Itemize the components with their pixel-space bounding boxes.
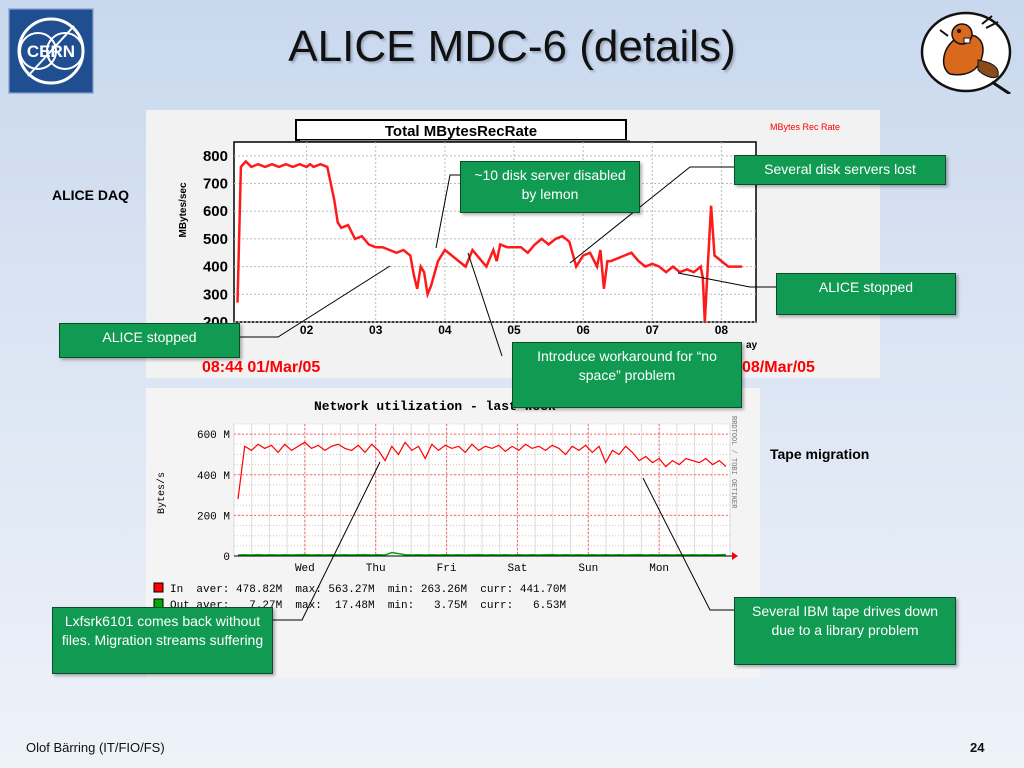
chart2-xtick-label: Thu [366, 563, 386, 575]
chart1-ytick-label: 300 [203, 286, 228, 303]
footer-author: Olof Bärring (IT/FIO/FS) [26, 740, 165, 755]
chart2-legend-entry: In aver: 478.82M max: 563.27M min: 263.2… [170, 584, 566, 596]
chart1-xtick-label: 08 [715, 323, 729, 337]
cern-logo: CERN [6, 6, 96, 96]
chart2-ylabel: Bytes/s [156, 472, 168, 514]
chart1-ytick-label: 400 [203, 259, 228, 276]
chart1-title: Total MBytesRecRate [385, 123, 537, 140]
tape-migration-label: Tape migration [770, 446, 870, 462]
chart2-legend-swatch [153, 582, 164, 593]
chart1-ytick-label: 700 [203, 176, 228, 193]
chart2-xtick-label: Fri [437, 563, 457, 575]
chart1-ytick-label: 500 [203, 231, 228, 248]
mbytes-rec-rate-chart: Total MBytesRecRate MBytes Rec Rate MByt… [146, 110, 880, 378]
chart1-ylabel: MBytes/sec [178, 182, 189, 237]
chart1-xtick-label: 02 [300, 323, 314, 337]
chart1-xtick-label: 03 [369, 323, 383, 337]
chart1-ytick-label: 800 [203, 148, 228, 165]
callout-alice-stopped-right: ALICE stopped [776, 273, 956, 315]
chart2-ytick-label: 600 M [197, 430, 230, 442]
chart1-xtick-label: 04 [438, 323, 452, 337]
chart2-side-text: RRDTOOL / TOBI OETIKER [729, 416, 737, 509]
alice-daq-label: ALICE DAQ [52, 187, 129, 203]
slide-title: ALICE MDC-6 (details) [288, 22, 736, 71]
chart1-legend: MBytes Rec Rate [770, 122, 840, 132]
callout-lxfsrk: Lxfsrk6101 comes back without files. Mig… [52, 607, 273, 674]
callout-workaround: Introduce workaround for “no space” prob… [512, 342, 742, 408]
chart2-xtick-label: Sun [578, 563, 598, 575]
cern-logo-text: CERN [27, 42, 75, 61]
chart1-xtick-label: 05 [507, 323, 521, 337]
chart1-time-end: 08/Mar/05 [742, 359, 815, 376]
chart1-xtick-label: 07 [646, 323, 660, 337]
chart1-time-start: 08:44 01/Mar/05 [202, 359, 320, 376]
beaver-mascot-logo [920, 10, 1012, 96]
chart2-xtick-label: Mon [649, 563, 669, 575]
chart2-ytick-label: 0 [223, 552, 230, 564]
chart2-in-series-line [237, 441, 727, 500]
callout-servers-lost: Several disk servers lost [734, 155, 946, 185]
chart1-ytick-label: 600 [203, 203, 228, 220]
chart2-ytick-label: 200 M [197, 511, 230, 523]
chart2-ytick-label: 400 M [197, 471, 230, 483]
page-number: 24 [970, 740, 985, 755]
chart1-xlabel-fragment: ay [746, 340, 758, 351]
chart1-xtick-label: 06 [576, 323, 590, 337]
callout-alice-stopped-left: ALICE stopped [59, 323, 240, 358]
callout-disk-disabled: ~10 disk server disabled by lemon [460, 161, 640, 213]
chart2-xtick-label: Wed [295, 563, 315, 575]
chart2-title: Network utilization - last week [314, 399, 556, 414]
callout-ibm-drives: Several IBM tape drives down due to a li… [734, 597, 956, 665]
chart2-xtick-label: Sat [508, 563, 528, 575]
